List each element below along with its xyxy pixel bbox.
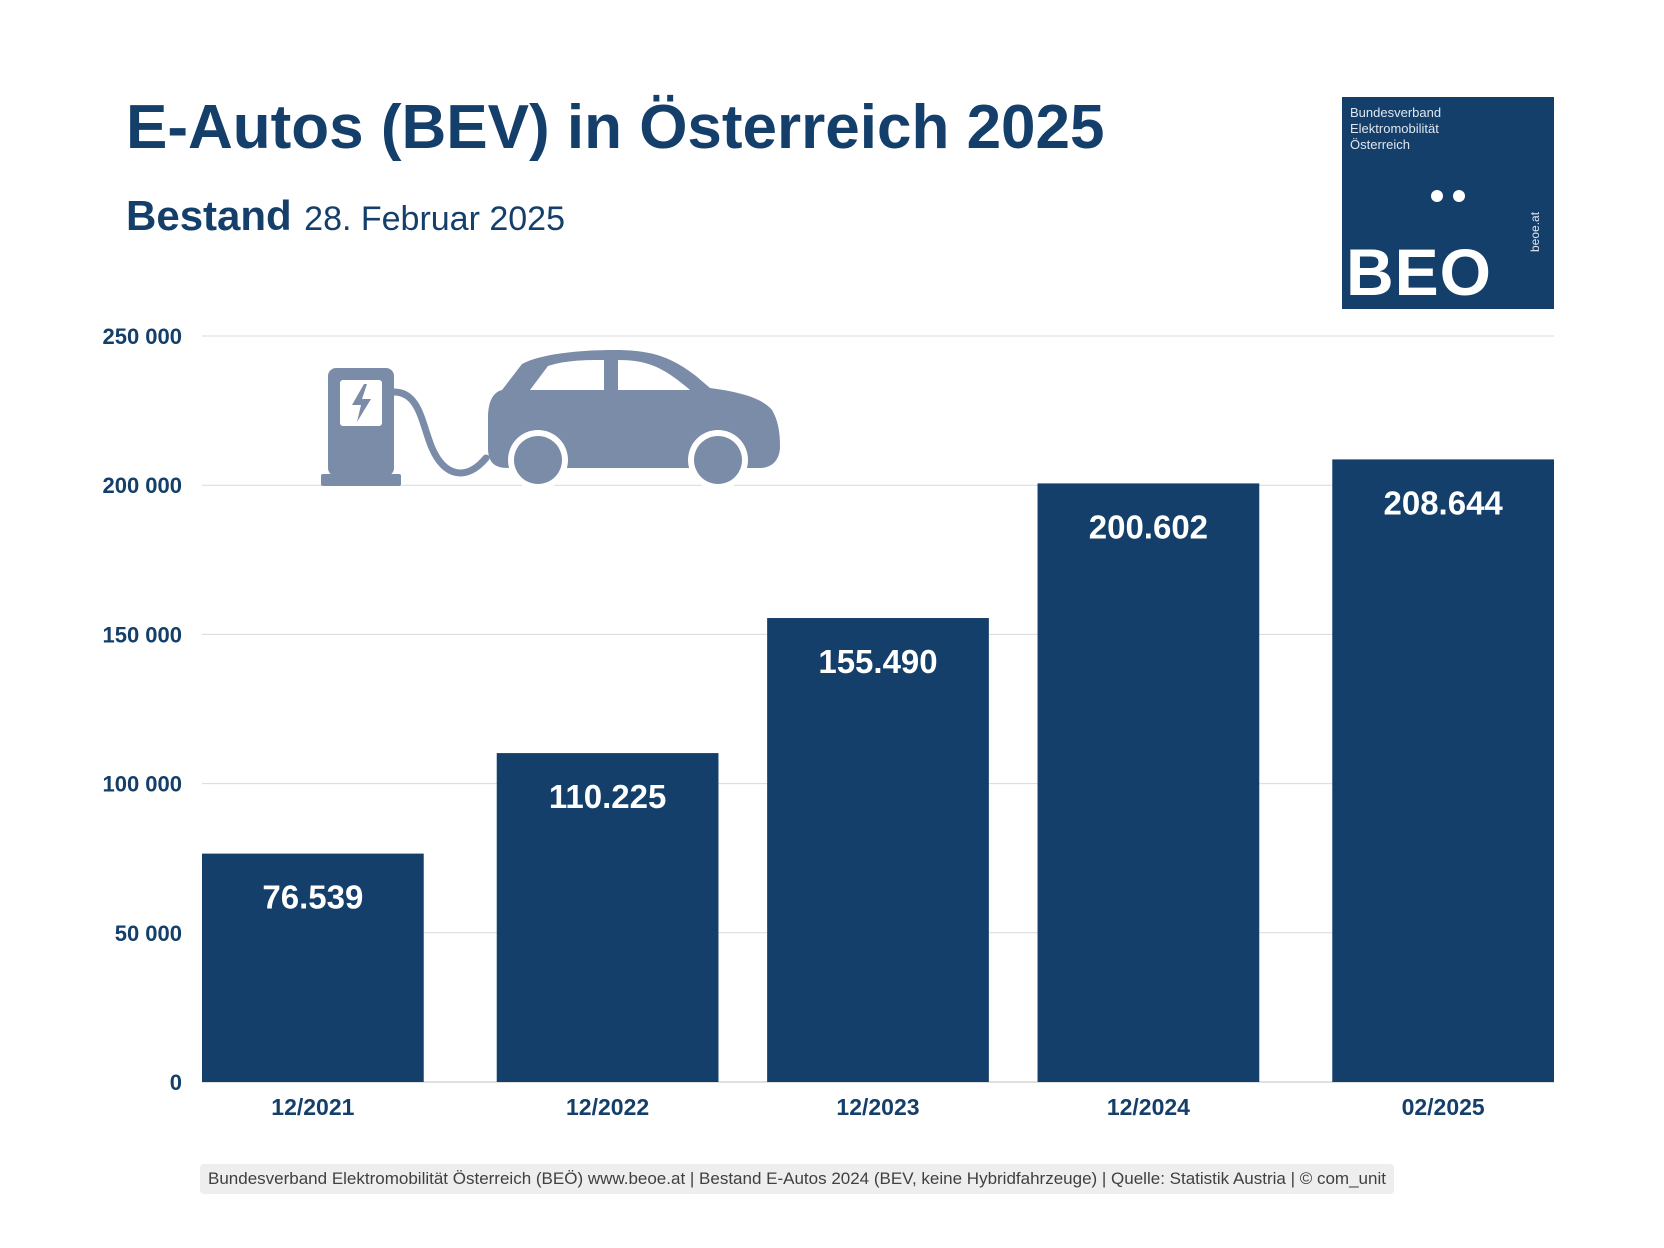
logo-line: Elektromobilität: [1350, 121, 1439, 136]
bar: [1037, 483, 1260, 1082]
logo-org-name: Bundesverband Elektromobilität Österreic…: [1350, 105, 1530, 153]
bar-value-label: 200.602: [1089, 508, 1208, 545]
bar: [202, 853, 424, 1082]
chart-subtitle: Bestand 28. Februar 2025: [126, 192, 565, 240]
bar-value-label: 208.644: [1383, 484, 1503, 521]
subtitle-date: 28. Februar 2025: [304, 200, 565, 238]
bar-value-label: 155.490: [818, 643, 937, 680]
x-axis-ticks: 12/2021 12/2022 12/2023 12/2024 02/2025: [271, 1094, 1485, 1120]
y-tick-label: 50 000: [115, 921, 182, 946]
x-tick-label: 12/2023: [836, 1094, 919, 1120]
subtitle-label: Bestand: [126, 192, 292, 239]
logo-umlaut-dots: [1431, 189, 1475, 207]
y-tick-label: 100 000: [102, 772, 182, 797]
y-axis-ticks: 0 50 000 100 000 150 000 200 000 250 000: [102, 324, 182, 1095]
x-tick-label: 12/2021: [271, 1094, 354, 1120]
electric-car-icon: [488, 350, 780, 490]
beo-logo: Bundesverband Elektromobilität Österreic…: [1342, 97, 1554, 309]
logo-line: Bundesverband: [1350, 105, 1442, 120]
y-tick-label: 150 000: [102, 622, 182, 647]
bar: [1332, 459, 1554, 1082]
bar-value-label: 76.539: [262, 879, 363, 916]
bar: [496, 753, 719, 1082]
bar-value-label: 110.225: [549, 778, 666, 815]
y-tick-label: 0: [170, 1070, 182, 1095]
x-tick-label: 12/2024: [1107, 1094, 1190, 1120]
chart-title: E-Autos (BEV) in Österreich 2025: [126, 93, 1105, 162]
bars: 76.539 110.225 155.490 200.602 208.644: [202, 459, 1554, 1082]
x-tick-label: 12/2022: [566, 1094, 649, 1120]
logo-mark: BEO: [1346, 235, 1493, 309]
y-tick-label: 250 000: [102, 324, 182, 349]
logo-dot: [1453, 190, 1465, 202]
ev-illustration: [321, 350, 780, 490]
source-footer: Bundesverband Elektromobilität Österreic…: [200, 1164, 1394, 1194]
x-tick-label: 02/2025: [1402, 1094, 1485, 1120]
bar: [767, 618, 989, 1082]
logo-dot: [1431, 190, 1443, 202]
logo-line: Österreich: [1350, 137, 1410, 152]
y-tick-label: 200 000: [102, 473, 182, 498]
charging-station-icon: [321, 368, 490, 486]
